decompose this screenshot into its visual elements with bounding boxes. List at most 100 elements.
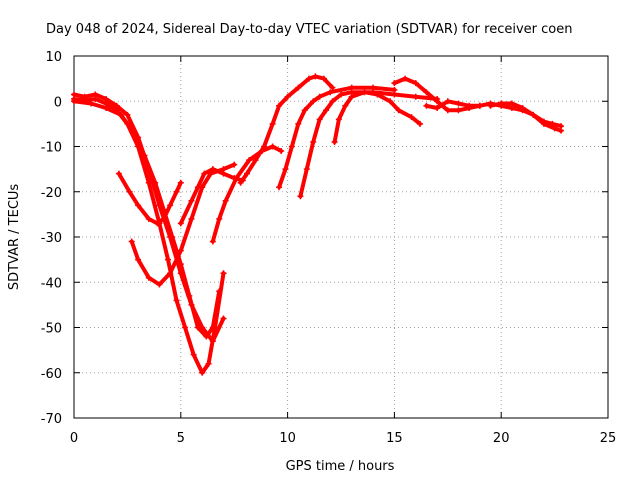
x-tick-label: 5	[177, 431, 185, 446]
data-point	[391, 80, 398, 87]
y-tick-label: 0	[54, 95, 62, 110]
data-point	[167, 202, 174, 209]
series-arc-9	[276, 84, 398, 191]
data-point	[323, 107, 330, 114]
data-point	[190, 351, 197, 358]
data-point	[558, 123, 565, 130]
data-point	[231, 161, 238, 168]
data-point	[173, 188, 180, 195]
data-point	[188, 215, 195, 222]
data-point	[361, 89, 368, 96]
data-point	[194, 184, 201, 191]
data-point	[177, 220, 184, 227]
data-point	[71, 91, 77, 98]
x-tick-label: 15	[386, 431, 403, 446]
data-point	[549, 120, 556, 127]
data-point	[169, 234, 176, 240]
data-point	[103, 105, 110, 112]
data-point	[194, 324, 201, 331]
data-point	[412, 93, 419, 100]
data-point	[423, 89, 430, 96]
data-point	[417, 120, 424, 127]
series-line	[298, 90, 440, 199]
data-point	[402, 75, 409, 82]
data-point	[252, 157, 259, 164]
x-tick-label: 0	[70, 431, 78, 446]
data-point	[303, 166, 310, 173]
data-point	[316, 93, 323, 100]
data-point	[455, 107, 462, 114]
data-point	[295, 84, 302, 91]
series-arc-8	[237, 73, 336, 186]
data-series	[71, 73, 565, 376]
data-point	[312, 73, 319, 80]
data-point	[530, 111, 537, 118]
data-point	[412, 80, 419, 87]
y-tick-label: -20	[41, 186, 62, 201]
data-point	[173, 297, 180, 304]
data-point	[130, 129, 137, 136]
series-arc-4	[115, 170, 184, 227]
data-point	[205, 360, 212, 367]
data-point	[487, 102, 494, 109]
chart-title: Day 048 of 2024, Sidereal Day-to-day VTE…	[46, 22, 572, 37]
data-point	[186, 292, 193, 299]
data-point	[124, 111, 131, 118]
data-point	[295, 120, 302, 127]
data-point	[374, 91, 381, 98]
x-tick-label: 20	[493, 431, 510, 446]
data-point	[310, 98, 317, 105]
data-point	[237, 179, 244, 186]
data-point	[71, 98, 77, 105]
data-point	[327, 89, 334, 96]
data-point	[444, 98, 451, 105]
series-arc-3	[71, 98, 223, 340]
data-point	[316, 116, 323, 123]
data-point	[466, 102, 473, 109]
y-tick-label: -60	[41, 367, 62, 382]
data-point	[141, 152, 148, 159]
data-point	[216, 288, 223, 295]
data-point	[269, 143, 276, 150]
y-tick-label: -70	[41, 412, 62, 427]
data-point	[387, 98, 394, 105]
data-point	[284, 93, 291, 100]
data-point	[508, 100, 515, 107]
data-point	[209, 166, 216, 173]
data-point	[395, 107, 402, 114]
data-point	[222, 197, 229, 204]
data-point	[145, 274, 152, 281]
data-point	[117, 111, 124, 118]
data-point	[434, 98, 441, 105]
data-point	[408, 114, 415, 121]
data-point	[128, 238, 135, 245]
y-tick-label: -40	[41, 276, 62, 291]
data-point	[160, 206, 167, 213]
y-tick-label: 10	[45, 50, 62, 65]
data-point	[220, 170, 227, 177]
data-point	[278, 148, 285, 155]
data-point	[135, 256, 142, 263]
data-point	[423, 102, 430, 109]
data-point	[342, 102, 349, 109]
data-point	[329, 84, 336, 91]
data-point	[135, 202, 142, 209]
data-point	[115, 170, 122, 177]
data-point	[167, 270, 174, 277]
data-point	[103, 95, 110, 102]
data-point	[164, 256, 171, 263]
data-point	[444, 107, 451, 114]
y-tick-label: -10	[41, 141, 62, 156]
x-tick-label: 25	[600, 431, 617, 446]
data-point	[88, 100, 95, 107]
axis-ticks: 0 5 10 15 20 25 10 0 -10 -20 -30 -40 -50 -60 -70	[41, 50, 617, 446]
data-point	[160, 215, 167, 222]
data-point	[519, 105, 526, 112]
y-tick-label: -30	[41, 231, 62, 246]
data-point	[329, 98, 336, 105]
x-axis-label: GPS time / hours	[286, 459, 395, 474]
data-point	[476, 102, 483, 109]
data-point	[203, 333, 210, 340]
data-point	[209, 338, 216, 345]
data-point	[201, 170, 208, 177]
